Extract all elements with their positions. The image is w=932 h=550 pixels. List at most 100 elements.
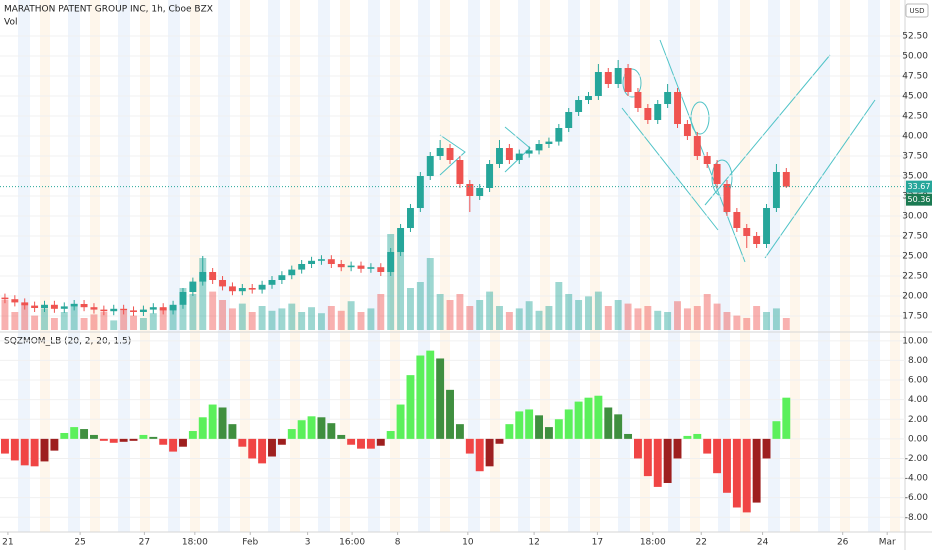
x-tick-label: 10 <box>462 538 474 548</box>
highlight-ellipse <box>622 68 642 98</box>
candle-body <box>357 265 365 269</box>
volume-bar <box>139 318 147 330</box>
momentum-bar <box>159 438 168 445</box>
volume-bar <box>149 313 157 330</box>
volume-bar <box>1 300 9 330</box>
momentum-bar <box>357 438 365 449</box>
volume-bar <box>337 310 345 330</box>
momentum-bar <box>218 407 227 439</box>
volume-bar <box>70 303 78 330</box>
momentum-bar <box>515 411 524 439</box>
candle-body <box>594 72 602 96</box>
y-tick-label: 50.00 <box>902 52 928 62</box>
momentum-bar <box>584 397 593 439</box>
volume-bar <box>624 303 632 330</box>
candle-body <box>80 304 88 308</box>
y-tick-label: 52.50 <box>902 32 928 42</box>
volume-bar <box>377 294 385 330</box>
momentum-bar <box>663 438 672 483</box>
y-tick-label: 22.50 <box>902 272 928 282</box>
volume-bar <box>723 312 731 330</box>
candle-body <box>713 164 721 184</box>
volume-bar <box>575 300 583 330</box>
volume-bar <box>387 234 395 330</box>
candle-body <box>555 128 563 142</box>
momentum-bar <box>683 435 692 439</box>
candle-body <box>397 228 405 252</box>
volume-bar <box>634 308 642 330</box>
volume-bar <box>60 312 68 330</box>
volume-bar <box>733 315 741 330</box>
last-price-box <box>906 180 932 193</box>
volume-bar <box>436 294 444 330</box>
candle-body <box>139 309 147 312</box>
candle-body <box>703 156 711 164</box>
volume-bar <box>169 306 177 330</box>
candle-body <box>525 150 533 154</box>
momentum-bar <box>406 375 415 439</box>
candle-body <box>347 265 355 268</box>
candle-body <box>41 304 48 308</box>
volume-bar <box>397 252 405 330</box>
momentum-bar <box>179 438 187 447</box>
y-tick-label: 10.00 <box>902 336 928 346</box>
candle-body <box>179 292 187 305</box>
candle-body <box>496 148 503 164</box>
volume-bar <box>228 308 236 330</box>
y-tick-label: -6.00 <box>905 493 929 503</box>
candle-body <box>60 306 68 309</box>
volume-bar <box>407 288 414 330</box>
x-tick-label: Feb <box>242 538 258 548</box>
volume-bar <box>743 318 751 330</box>
candle-body <box>288 269 296 276</box>
volume-bar <box>268 310 276 330</box>
y-tick-label: 40.00 <box>902 132 928 142</box>
momentum-bar <box>50 438 59 451</box>
candle-body <box>545 141 553 144</box>
momentum-bar <box>228 424 237 439</box>
candle-body <box>238 288 246 292</box>
candle-body <box>476 188 484 196</box>
trendlines <box>439 39 876 263</box>
y-tick-label: -8.00 <box>905 513 929 523</box>
momentum-bar <box>327 423 336 439</box>
candle-body <box>466 184 474 196</box>
y-tick-label: 25.00 <box>902 252 928 262</box>
candle-body <box>614 68 622 84</box>
candle-body <box>169 304 177 311</box>
last-price-label: 33.67 <box>908 182 931 191</box>
candle-body <box>189 281 197 292</box>
volume-bar <box>90 314 98 330</box>
candle-body <box>1 297 9 300</box>
volume-bar <box>248 312 256 330</box>
volume-bar <box>130 315 137 330</box>
candle-body <box>387 252 395 272</box>
candle-body <box>258 284 266 290</box>
candle-body <box>664 92 672 104</box>
volume-bar <box>209 291 217 330</box>
volume-bar <box>288 303 296 330</box>
currency-box[interactable] <box>905 3 929 18</box>
momentum-bar <box>742 438 751 513</box>
momentum-bar <box>485 438 494 467</box>
y-tick-label: 27.50 <box>902 232 928 242</box>
momentum-bar <box>208 404 217 439</box>
volume-bar <box>664 312 672 330</box>
candle-body <box>248 288 256 290</box>
candle-body <box>693 136 701 156</box>
volume-bar <box>555 282 563 330</box>
candle-body <box>683 124 691 136</box>
y-tick-label: 30.00 <box>902 212 928 222</box>
momentum-bar <box>366 438 375 449</box>
momentum-bar <box>297 420 306 439</box>
volume-bar <box>189 294 197 330</box>
momentum-bar <box>614 414 623 439</box>
y-tick-label: 42.50 <box>902 112 928 122</box>
volume-bar <box>753 306 761 330</box>
x-tick-label: 3 <box>305 538 311 548</box>
momentum-bar <box>723 438 731 493</box>
candle-body <box>674 92 681 124</box>
volume-bar <box>515 308 523 330</box>
candle-body <box>31 305 39 308</box>
momentum-bar <box>426 350 435 439</box>
